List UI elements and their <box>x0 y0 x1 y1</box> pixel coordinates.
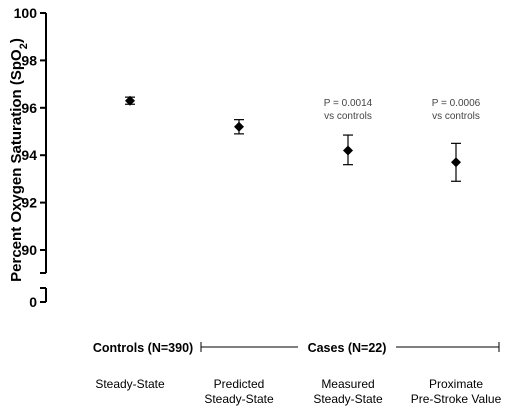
data-points: P = 0.0014 vs controls P = 0.0006 vs contro… <box>125 95 481 182</box>
data-point-marker <box>125 95 135 106</box>
p-value-label: P = 0.0014 <box>324 98 373 109</box>
data-point-marker <box>234 121 244 132</box>
group-labels: Controls (N=390) Cases (N=22) <box>93 341 500 355</box>
y-tick-label: 92 <box>21 195 37 211</box>
p-value-label: P = 0.0006 <box>432 98 481 109</box>
y-axis-label: Percent Oxygen Saturation (SpO2) <box>8 38 30 282</box>
y-tick-label: 90 <box>21 242 37 258</box>
y-tick-label: 0 <box>29 294 37 310</box>
category-label: Steady-State <box>95 377 165 391</box>
category-label-line2: Steady-State <box>204 392 274 406</box>
y-tick-label: 96 <box>21 100 37 116</box>
category-label-line2: Steady-State <box>313 392 383 406</box>
category-labels: Steady-State PredictedSteady-StateMeasure… <box>95 377 501 406</box>
y-tick-label: 98 <box>21 52 37 68</box>
y-tick-label: 94 <box>21 147 37 163</box>
group-label-cases: Cases (N=22) <box>308 341 387 355</box>
category-label: Measured <box>321 377 374 391</box>
p-value-comparison-label: vs controls <box>324 111 372 122</box>
p-value-comparison-label: vs controls <box>432 111 480 122</box>
category-label: Proximate <box>429 377 483 391</box>
y-tick-label: 100 <box>14 5 38 21</box>
y-axis <box>40 13 47 302</box>
category-label-line2: Pre-Stroke Value <box>411 392 502 406</box>
group-label-controls: Controls (N=390) <box>93 341 193 355</box>
data-point-marker <box>343 145 353 156</box>
y-ticks: 0 90 92 94 96 98 100 <box>14 5 46 310</box>
category-label: Predicted <box>214 377 265 391</box>
data-point-marker <box>451 157 461 168</box>
